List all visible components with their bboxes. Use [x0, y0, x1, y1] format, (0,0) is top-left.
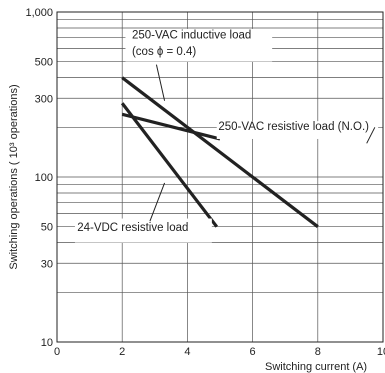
y-axis-title: Switching operations ( 10³ operations) [8, 84, 20, 269]
x-tick-label: 10 [377, 346, 385, 358]
y-tick-label: 50 [41, 222, 53, 234]
annotation-box-resistive-ac [216, 121, 379, 139]
x-tick-label: 2 [119, 346, 125, 358]
x-tick-label: 4 [184, 346, 190, 358]
series-group [120, 76, 319, 228]
annotations: 250-VAC inductive load (cos ϕ = 0.4) 250… [74, 28, 379, 243]
x-tick-label: 6 [250, 346, 256, 358]
series-line-1 [121, 112, 221, 141]
y-tick-label: 30 [41, 258, 53, 270]
series-line-2 [120, 102, 219, 228]
series-line-0 [121, 76, 319, 228]
annotation-leader-resistive-ac [366, 127, 376, 144]
x-axis-title: Switching current (A) [265, 361, 367, 373]
y-tick-label: 300 [35, 93, 53, 105]
y-tick-label: 1,000 [25, 7, 53, 19]
annotation-leader-dc [149, 182, 166, 222]
annotation-resistive-ac: 250-VAC resistive load (N.O.) [218, 121, 369, 133]
y-tick-label: 10 [41, 337, 53, 349]
plot-frame [56, 11, 384, 343]
y-tick-label: 500 [35, 57, 53, 69]
annotation-box-inductive [125, 28, 273, 62]
annotation-inductive-load: 250-VAC inductive load [132, 30, 251, 42]
x-tick-label: 8 [315, 346, 321, 358]
annotation-inductive-cos: (cos ϕ = 0.4) [132, 46, 196, 58]
annotation-dc: 24-VDC resistive load [77, 222, 188, 234]
y-tick-label: 100 [35, 172, 53, 184]
annotation-box-dc [74, 218, 212, 243]
x-tick-label: 0 [54, 346, 60, 358]
tick-labels: 0 2 4 6 8 10 10 30 50 100 300 500 1,000 [25, 7, 385, 358]
annotation-leader-inductive [155, 64, 166, 101]
